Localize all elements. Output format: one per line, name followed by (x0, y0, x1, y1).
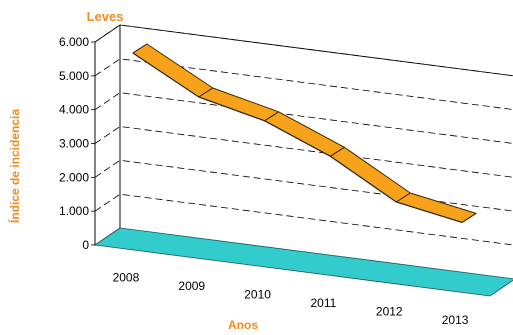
line-segment (395, 192, 477, 223)
data-series-ribbon (132, 43, 477, 223)
y-axis-label: Índice de incidencia (7, 109, 22, 223)
y-tick-label: 1.000 (59, 204, 89, 218)
x-tick-label: 2012 (376, 304, 403, 318)
line-segment (264, 111, 345, 157)
back-wall-top (119, 24, 513, 77)
y-tick-label: 4.000 (59, 103, 89, 117)
y-tick-label: 5.000 (59, 69, 89, 83)
x-axis-label: Anos (228, 318, 258, 332)
x-tick-label: 2011 (311, 296, 337, 310)
x-tick-label: 2010 (244, 287, 271, 301)
chart-title: Leves (87, 9, 124, 24)
x-tick-label: 2013 (442, 313, 469, 327)
x-axis-ticks: 2008 2009 2010 2011 2012 2013 (113, 270, 469, 327)
line-segment (329, 146, 411, 203)
y-tick-label: 3.000 (59, 137, 89, 151)
ribbon-end-cap (461, 212, 477, 223)
x-tick-label: 2009 (178, 279, 205, 293)
x-tick-label: 2008 (113, 270, 140, 284)
floor-plane (93, 227, 513, 297)
y-tick-label: 0 (82, 238, 89, 252)
chart-floor (93, 227, 513, 297)
y-axis-ticks: 0 1.000 2.000 3.000 4.000 5.000 6.000 (59, 35, 96, 252)
gridline (94, 159, 513, 212)
ribbon-start-cap (132, 43, 148, 54)
line-segment (132, 43, 214, 98)
y-tick-label: 6.000 (59, 35, 89, 49)
y-tick-label: 2.000 (59, 170, 89, 184)
series-line (132, 52, 463, 223)
